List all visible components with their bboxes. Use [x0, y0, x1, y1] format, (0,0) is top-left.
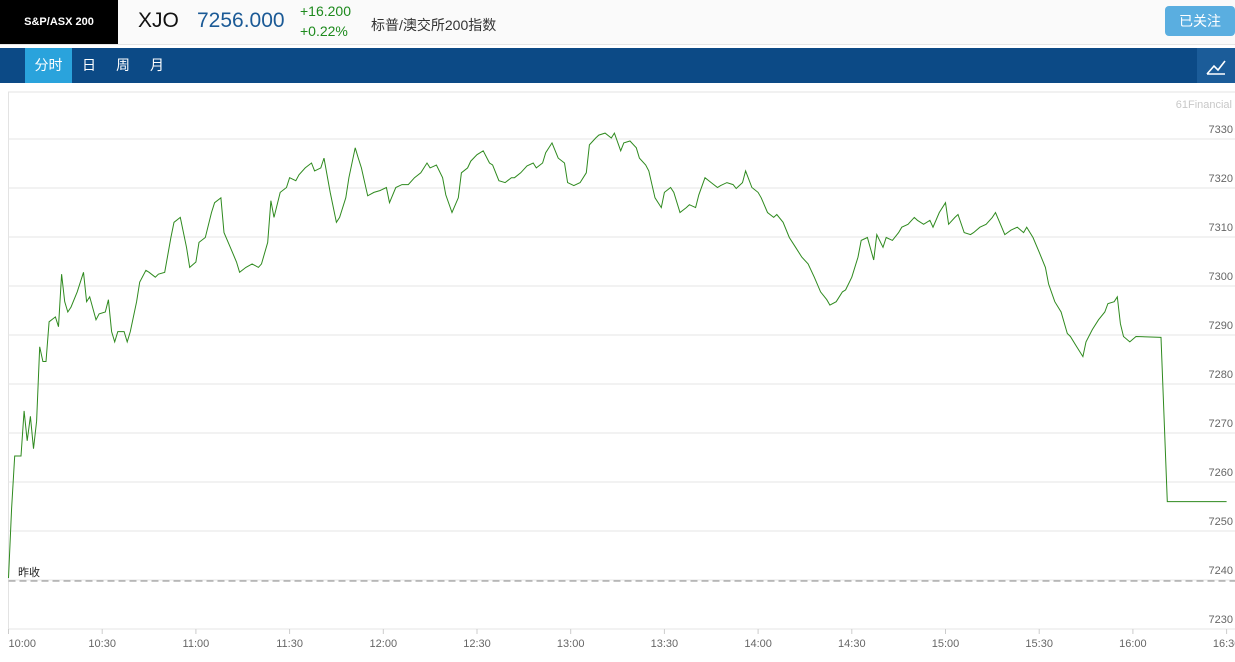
- prev-close-label: 昨收: [18, 565, 40, 579]
- x-tick-label: 16:30: [1213, 638, 1235, 650]
- x-tick-label: 15:30: [1025, 638, 1053, 650]
- x-tick-label: 10:00: [9, 638, 37, 650]
- x-tick-label: 13:00: [557, 638, 585, 650]
- x-tick-label: 10:30: [88, 638, 116, 650]
- x-tick-label: 15:00: [932, 638, 960, 650]
- y-tick-label: 7300: [1209, 271, 1233, 283]
- x-tick-label: 11:30: [276, 638, 303, 650]
- y-tick-label: 7260: [1209, 467, 1233, 479]
- y-tick-label: 7240: [1209, 565, 1233, 577]
- y-tick-label: 7290: [1209, 320, 1233, 332]
- x-tick-label: 14:00: [744, 638, 772, 650]
- symbol: XJO: [138, 9, 179, 32]
- x-tick-label: 13:30: [651, 638, 679, 650]
- y-tick-label: 7280: [1209, 369, 1233, 381]
- price-line: [8, 131, 1227, 579]
- watermark: 61Financial: [1176, 99, 1232, 111]
- y-tick-label: 7330: [1209, 124, 1233, 136]
- y-tick-label: 7320: [1209, 173, 1233, 185]
- y-tick-label: 7250: [1209, 516, 1233, 528]
- y-tick-label: 7230: [1209, 614, 1233, 626]
- index-name: 标普/澳交所200指数: [371, 17, 497, 33]
- header: S&P/ASX 200 XJO 7256.000 +16.200 +0.22% …: [0, 0, 1235, 45]
- x-tick-label: 12:00: [370, 638, 398, 650]
- x-tick-label: 14:30: [838, 638, 866, 650]
- x-tick-label: 12:30: [463, 638, 491, 650]
- tab[interactable]: 分时: [25, 48, 72, 83]
- tab[interactable]: 日: [82, 57, 96, 73]
- tab[interactable]: 月: [150, 57, 164, 73]
- y-tick-label: 7310: [1209, 222, 1233, 234]
- x-tick-label: 16:00: [1119, 638, 1147, 650]
- change-pct: +0.22%: [300, 23, 348, 39]
- price: 7256.000: [197, 9, 285, 32]
- icon: [1206, 60, 1226, 75]
- y-tick-label: 7270: [1209, 418, 1233, 430]
- tab-bar: 分时 日 周 月: [0, 48, 1235, 83]
- x-tick-label: 11:00: [183, 638, 210, 650]
- follow-button[interactable]: 已关注: [1165, 6, 1235, 36]
- change: +16.200: [300, 3, 351, 19]
- tab[interactable]: 周: [116, 57, 130, 73]
- index-badge: S&P/ASX 200: [0, 0, 118, 44]
- icon-path: [1206, 60, 1226, 75]
- chart-icon[interactable]: [1197, 48, 1235, 83]
